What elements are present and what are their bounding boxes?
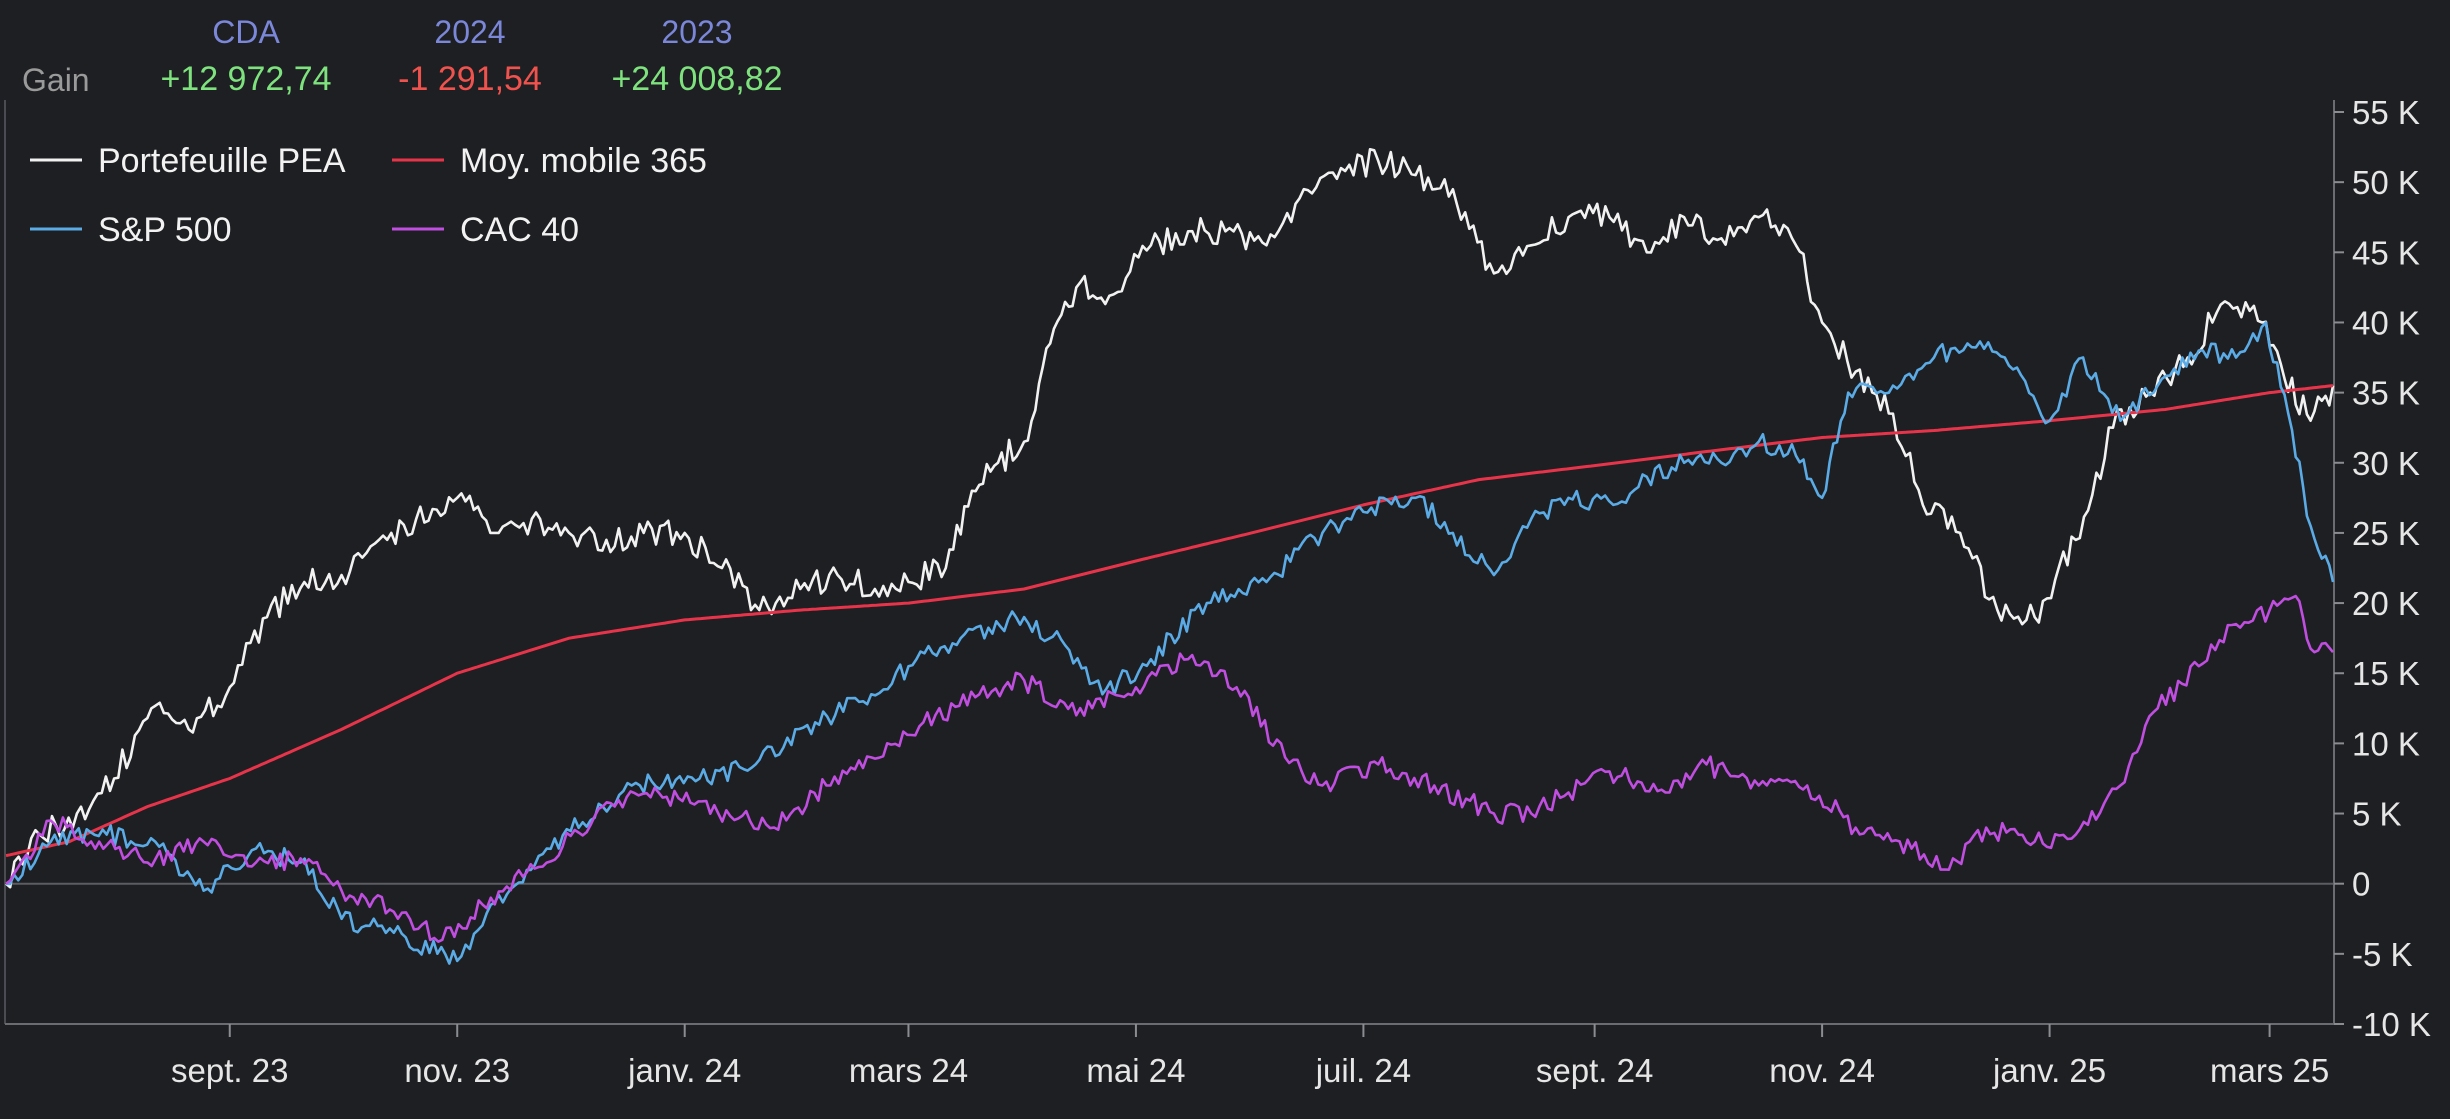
y-tick-label: 5 K — [2352, 796, 2402, 833]
year-2023-gain-value: +24 008,82 — [611, 60, 783, 98]
y-tick-label: -10 K — [2352, 1006, 2431, 1043]
y-tick-label: 30 K — [2352, 445, 2420, 482]
year-2024-header[interactable]: 2024 — [434, 14, 506, 50]
legend-item-3[interactable]: S&P 500 — [30, 211, 232, 249]
series-line-2 — [5, 384, 2334, 858]
legend-item-2[interactable]: Moy. mobile 365 — [392, 142, 707, 180]
legend[interactable]: Portefeuille PEA Moy. mobile 365 S&P 500 CA… — [30, 142, 707, 249]
series-line-4 — [5, 594, 2335, 943]
legend-label: Portefeuille PEA — [98, 142, 346, 180]
year-2023-header[interactable]: 2023 — [661, 14, 733, 50]
legend-label: Moy. mobile 365 — [460, 142, 707, 180]
y-tick-label: 40 K — [2352, 304, 2420, 341]
x-tick-label: mars 24 — [849, 1052, 968, 1089]
y-tick-label: 50 K — [2352, 164, 2420, 201]
x-tick-label: sept. 24 — [1536, 1052, 1653, 1089]
y-tick-label: 20 K — [2352, 585, 2420, 622]
x-tick-label: juil. 24 — [1315, 1052, 1411, 1089]
x-tick-label: janv. 25 — [1992, 1052, 2106, 1089]
gain-row-label: Gain — [22, 62, 90, 98]
x-tick-label: janv. 24 — [627, 1052, 741, 1089]
cda-gain-value: +12 972,74 — [160, 60, 332, 98]
gain-summary: Gain CDA 2024 2023 +12 972,74 -1 291,54 … — [0, 0, 900, 110]
y-tick-label: 25 K — [2352, 515, 2420, 552]
legend-label: CAC 40 — [460, 211, 579, 249]
y-tick-label: 15 K — [2352, 655, 2420, 692]
x-tick-label: mars 25 — [2210, 1052, 2329, 1089]
series-lines — [5, 148, 2335, 965]
y-tick-label: 10 K — [2352, 725, 2420, 762]
series-line-3 — [5, 321, 2335, 965]
y-tick-label: 45 K — [2352, 234, 2420, 271]
x-tick-label: nov. 24 — [1769, 1052, 1875, 1089]
y-tick-label: 0 — [2352, 866, 2370, 903]
y-tick-label: -5 K — [2352, 936, 2413, 973]
cda-header[interactable]: CDA — [212, 14, 280, 50]
y-tick-label: 55 K — [2352, 94, 2420, 131]
axes: 55 K 50 K 45 K 40 K 35 K 30 K 25 K 20 K 15 K 10 K… — [4, 94, 2431, 1089]
series-line-1 — [5, 148, 2335, 889]
x-tick-label: sept. 23 — [171, 1052, 288, 1089]
year-2024-gain-value: -1 291,54 — [398, 60, 542, 98]
y-tick-label: 35 K — [2352, 375, 2420, 412]
x-tick-label: nov. 23 — [404, 1052, 510, 1089]
legend-item-4[interactable]: CAC 40 — [392, 211, 579, 249]
legend-label: S&P 500 — [98, 211, 232, 249]
legend-item-1[interactable]: Portefeuille PEA — [30, 142, 346, 180]
x-tick-label: mai 24 — [1086, 1052, 1185, 1089]
